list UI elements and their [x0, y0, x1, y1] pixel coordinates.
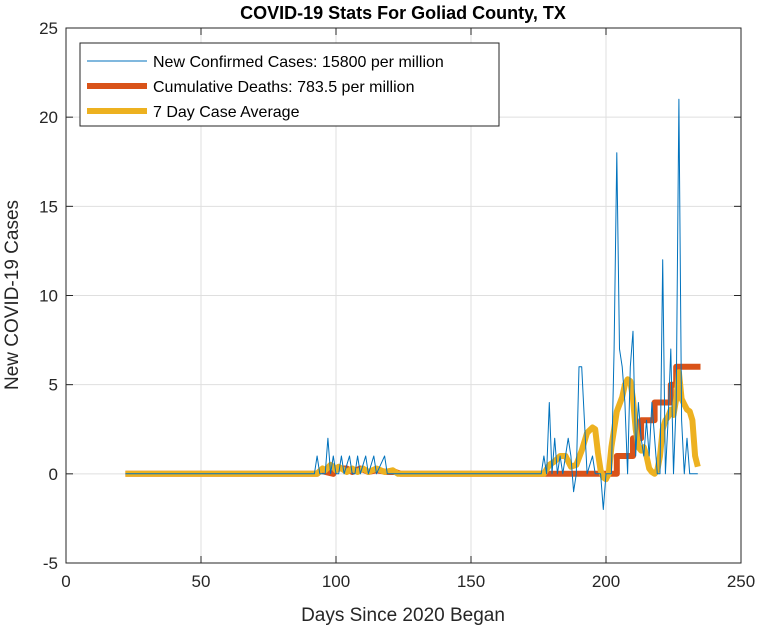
y-tick-label: 25: [39, 19, 58, 38]
x-tick-label: 150: [457, 572, 485, 591]
y-tick-label: -5: [43, 554, 58, 573]
x-tick-label: 0: [61, 572, 70, 591]
legend: New Confirmed Cases: 15800 per million Cu…: [79, 42, 500, 127]
y-tick-label: 15: [39, 197, 58, 216]
series-line-1: [125, 98, 698, 510]
x-axis-label: Days Since 2020 Began: [301, 605, 505, 626]
x-tick-label: 200: [592, 572, 620, 591]
series-layer: [125, 98, 701, 510]
x-tick-label: 250: [727, 572, 755, 591]
legend-label-3: 7 Day Case Average: [153, 104, 300, 121]
y-tick-label: 5: [49, 376, 58, 395]
y-axis-label: New COVID-19 Cases: [2, 200, 23, 390]
y-tick-label: 0: [49, 465, 58, 484]
y-tick-label: 20: [39, 108, 58, 127]
x-tick-label: 50: [192, 572, 211, 591]
y-tick-label: 10: [39, 287, 58, 306]
legend-label-1: New Confirmed Cases: 15800 per million: [153, 54, 444, 71]
legend-box: [79, 42, 500, 127]
chart-title: COVID-19 Stats For Goliad County, TX: [240, 3, 566, 23]
legend-label-2: Cumulative Deaths: 783.5 per million: [153, 79, 414, 96]
x-tick-label: 100: [322, 572, 350, 591]
